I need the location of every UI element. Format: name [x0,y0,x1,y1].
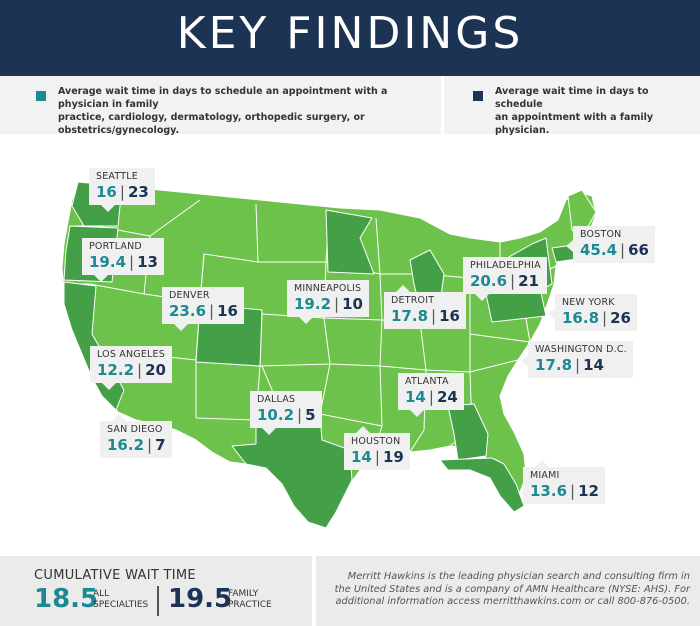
state-maine [567,189,597,235]
cumulative-family-label: FAMILY PRACTICE [228,589,272,610]
callout-washington-dc: WASHINGTON D.C. 17.8 | 14 [521,341,633,378]
legend-all-line1: Average wait time in days to schedule an… [58,86,388,110]
callout-boston: BOSTON 45.4 | 66 [566,226,655,263]
city-family-value: 10 [342,295,363,313]
legend-family-practice: Average wait time in days to schedule an… [495,85,695,137]
cumulative-title: CUMULATIVE WAIT TIME [34,568,196,583]
city-name: SAN DIEGO [107,424,163,435]
city-family-value: 5 [305,406,316,424]
city-name: HOUSTON [351,436,401,447]
city-name: DETROIT [391,295,435,306]
city-family-value: 23 [127,183,149,201]
footer-cumulative-panel [0,556,312,626]
city-name: DALLAS [257,394,296,405]
callout-miami: MIAMI 13.6 | 12 [523,460,605,504]
city-all-value: 45.4 [580,241,618,259]
state-minnesota [325,209,375,275]
callout-denver: DENVER 23.6 | 16 [162,287,244,331]
legend-swatch-family-practice [473,91,483,101]
city-all-value: 16.8 [562,309,600,327]
city-family-value: 21 [518,272,539,290]
city-family-value: 19 [382,448,404,466]
city-name: LOS ANGELES [97,349,165,360]
state-florida [439,457,525,513]
legend-all-line2: practice, cardiology, dermatology, ortho… [58,112,365,136]
city-name: NEW YORK [562,297,615,308]
callout-portland: PORTLAND 19.4 | 13 [82,238,164,282]
city-all-value: 14 [351,448,372,466]
callout-dallas: DALLAS 10.2 | 5 [250,391,322,435]
city-family-value: 13 [137,253,158,271]
callout-detroit: DETROIT 17.8 | 16 [384,285,466,329]
city-family-value: 12 [578,482,599,500]
city-all-value: 17.8 [391,307,429,325]
legend-divider [441,76,444,134]
footer-about-panel [316,556,700,626]
city-family-value: 16 [217,302,238,320]
city-all-value: 12.2 [97,361,135,379]
city-family-value: 20 [145,361,166,379]
legend-family-line2: an appointment with a family physician. [495,112,654,136]
city-all-value: 16 [96,183,117,201]
city-name: MINNEAPOLIS [294,283,362,294]
cumulative-all-label: ALL SPECIALTIES [93,589,149,610]
city-name: WASHINGTON D.C. [535,344,627,355]
callout-los-angeles: LOS ANGELES 12.2 | 20 [90,346,172,390]
city-name: SEATTLE [96,171,138,182]
city-family-value: 14 [583,356,604,374]
cumulative-separator [157,586,159,616]
callout-san-diego: SAN DIEGO 16.2 | 7 [100,414,172,458]
callout-minneapolis: MINNEAPOLIS 19.2 | 10 [287,280,369,324]
city-all-value: 16.2 [107,436,145,454]
state-texas [231,415,353,529]
city-all-value: 14 [405,388,426,406]
city-name: BOSTON [580,229,622,240]
legend-bar [0,76,700,134]
legend-swatch-all-specialties [36,91,46,101]
city-name: DENVER [169,290,210,301]
callout-houston: HOUSTON 14 | 19 [344,426,410,470]
cumulative-family-value: 19.5 [168,584,233,614]
city-name: ATLANTA [405,376,449,387]
header-banner: KEY FINDINGS [0,0,700,76]
city-family-value: 66 [628,241,649,259]
city-all-value: 17.8 [535,356,573,374]
city-all-value: 19.4 [89,253,127,271]
city-family-value: 26 [610,309,631,327]
legend-all-specialties: Average wait time in days to schedule an… [58,85,428,137]
city-name: PHILADELPHIA [470,260,541,271]
city-all-value: 23.6 [169,302,207,320]
callout-philadelphia: PHILADELPHIA 20.6 | 21 [463,257,547,301]
callout-seattle: SEATTLE 16 | 23 [89,168,155,212]
city-name: MIAMI [530,470,560,481]
callout-new-york: NEW YORK 16.8 | 26 [548,294,637,331]
city-all-value: 10.2 [257,406,295,424]
callout-atlanta: ATLANTA 14 | 24 [398,373,464,417]
city-family-value: 7 [155,436,166,454]
city-family-value: 24 [436,388,458,406]
city-all-value: 20.6 [470,272,508,290]
legend-family-line1: Average wait time in days to schedule [495,86,649,110]
state-georgia [447,403,489,461]
city-name: PORTLAND [89,241,142,252]
city-all-value: 19.2 [294,295,332,313]
cumulative-all-value: 18.5 [34,584,99,614]
page-title: KEY FINDINGS [176,8,524,59]
about-text: Merritt Hawkins is the leading physician… [334,571,690,607]
city-all-value: 13.6 [530,482,568,500]
city-family-value: 16 [439,307,460,325]
